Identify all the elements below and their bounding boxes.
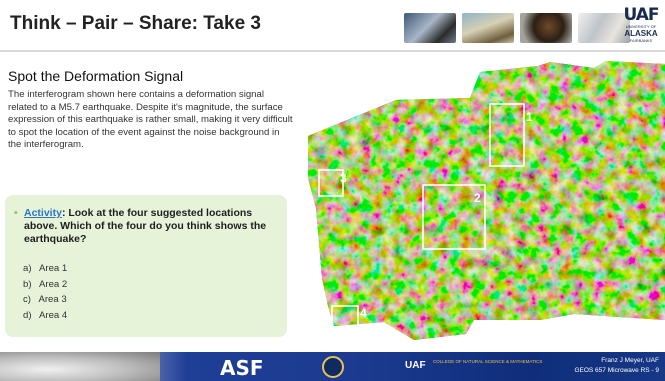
area-1-label: 1 <box>526 110 533 124</box>
area-2-box <box>422 184 486 250</box>
area-4-label: 4 <box>360 306 367 320</box>
slide-header: Think – Pair – Share: Take 3 UAF UNIVERS… <box>0 0 665 50</box>
activity-prompt: : Look at the four suggested locations a… <box>24 207 267 245</box>
asf-logo: ASF <box>220 356 264 380</box>
answer-option: c) Area 3 <box>23 294 67 305</box>
header-photo <box>520 13 572 43</box>
area-3-box <box>318 169 344 197</box>
answer-option: d) Area 4 <box>23 309 68 321</box>
bullet-icon: • <box>14 207 18 219</box>
footer-aurora-image <box>0 352 160 381</box>
area-markers: 1 2 3 4 <box>318 103 533 333</box>
area-3-label: 3 <box>340 171 347 185</box>
area-1-box <box>489 103 525 167</box>
description-paragraph: The interferogram shown here contains a … <box>8 89 293 151</box>
answer-option: b) Area 2 <box>23 278 68 290</box>
header-divider <box>0 50 665 52</box>
activity-box: • Activity: Look at the four suggested l… <box>5 195 287 337</box>
interferogram-image: 1 2 3 4 <box>308 61 665 340</box>
uaf-college-name: COLLEGE OF NATURAL SCIENCE & MATHEMATICS <box>433 359 543 364</box>
uaf-logo-bottom: FAIRBANKS <box>629 38 653 43</box>
area-4-box <box>331 305 359 333</box>
section-title: Spot the Deformation Signal <box>8 68 184 84</box>
uaf-logo-middle: ALASKA <box>624 29 658 38</box>
university-seal-icon <box>322 356 344 378</box>
answer-option: a) Area 1 <box>23 263 68 274</box>
slide-credit: Franz J Meyer, UAF GEOS 657 Microwave RS… <box>574 356 659 376</box>
uaf-logo-top: UNIVERSITY OF <box>625 24 657 29</box>
header-photo <box>462 13 514 43</box>
uaf-logo-mark: UAF <box>623 5 659 25</box>
header-image-strip <box>404 13 630 43</box>
area-2-label: 2 <box>474 191 481 205</box>
answer-options: a) Area 1 b) Area 2 c) Area 3 d) Area 4 <box>23 261 67 323</box>
uaf-logo: UAF UNIVERSITY OF ALASKA FAIRBANKS <box>622 6 660 46</box>
slide-title: Think – Pair – Share: Take 3 <box>10 13 261 34</box>
uaf-footer-logo: UAF <box>405 360 426 371</box>
credit-course: GEOS 657 Microwave RS - 9 <box>574 367 659 374</box>
activity-question: • Activity: Look at the four suggested l… <box>14 207 286 246</box>
slide-footer: ASF UAF COLLEGE OF NATURAL SCIENCE & MAT… <box>0 352 665 381</box>
header-photo <box>404 13 456 43</box>
header-photo <box>578 13 630 43</box>
activity-link[interactable]: Activity <box>24 207 62 219</box>
credit-author: Franz J Meyer, UAF <box>601 357 659 364</box>
